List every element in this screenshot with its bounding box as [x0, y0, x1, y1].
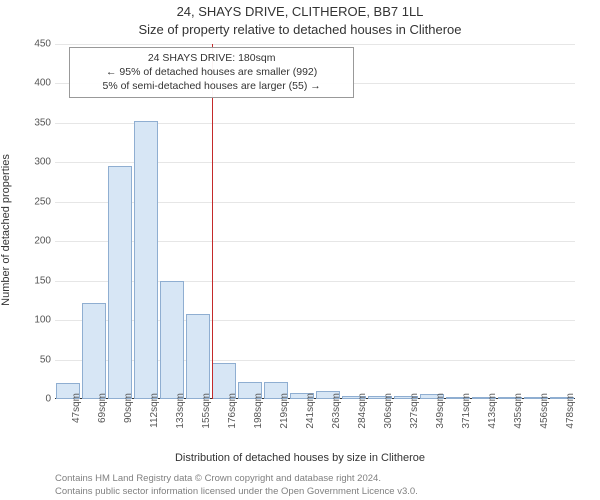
annotation-line-2: ← 95% of detached houses are smaller (99…	[77, 65, 346, 79]
annotation-line-1: 24 SHAYS DRIVE: 180sqm	[77, 51, 346, 65]
y-tick-label: 150	[25, 275, 51, 286]
y-tick-label: 300	[25, 157, 51, 168]
x-tick-label: 133sqm	[175, 393, 186, 429]
y-tick-label: 400	[25, 78, 51, 89]
plot-area: 24 SHAYS DRIVE: 180sqm ← 95% of detached…	[55, 44, 575, 399]
x-tick-label: 241sqm	[305, 393, 316, 429]
y-axis-label: Number of detached properties	[0, 78, 12, 230]
x-tick-label: 371sqm	[461, 393, 472, 429]
credits-text: Contains HM Land Registry data © Crown c…	[55, 473, 580, 498]
x-tick-label: 306sqm	[383, 393, 394, 429]
histogram-bar	[82, 303, 107, 399]
x-tick-label: 456sqm	[539, 393, 550, 429]
x-tick-label: 284sqm	[357, 393, 368, 429]
x-tick-label: 219sqm	[279, 393, 290, 429]
x-tick-label: 198sqm	[253, 393, 264, 429]
y-tick-label: 200	[25, 236, 51, 247]
chart-title-subtitle: Size of property relative to detached ho…	[0, 22, 600, 37]
x-axis-label: Distribution of detached houses by size …	[0, 452, 600, 464]
x-tick-label: 349sqm	[435, 393, 446, 429]
x-tick-label: 263sqm	[331, 393, 342, 429]
x-tick-label: 176sqm	[227, 393, 238, 429]
y-tick-label: 350	[25, 117, 51, 128]
x-tick-label: 413sqm	[487, 393, 498, 429]
y-tick-label: 250	[25, 196, 51, 207]
x-tick-label: 327sqm	[409, 393, 420, 429]
grid-line	[55, 44, 575, 45]
credits-line-1: Contains HM Land Registry data © Crown c…	[55, 473, 580, 485]
histogram-bar	[134, 121, 159, 399]
x-tick-label: 112sqm	[149, 393, 160, 428]
histogram-bar	[160, 281, 185, 399]
y-tick-label: 100	[25, 315, 51, 326]
x-tick-label: 90sqm	[123, 393, 134, 423]
x-tick-label: 69sqm	[97, 393, 108, 423]
x-tick-label: 47sqm	[71, 393, 82, 423]
histogram-bar	[186, 314, 211, 399]
x-tick-label: 155sqm	[201, 393, 212, 429]
y-tick-label: 50	[25, 354, 51, 365]
y-tick-label: 0	[25, 394, 51, 405]
annotation-box: 24 SHAYS DRIVE: 180sqm ← 95% of detached…	[69, 47, 354, 98]
annotation-line-3: 5% of semi-detached houses are larger (5…	[77, 79, 346, 93]
credits-line-2: Contains public sector information licen…	[55, 486, 580, 498]
chart-title-address: 24, SHAYS DRIVE, CLITHEROE, BB7 1LL	[0, 4, 600, 19]
x-tick-label: 435sqm	[513, 393, 524, 429]
y-tick-label: 450	[25, 39, 51, 50]
histogram-bar	[108, 166, 133, 399]
x-tick-label: 478sqm	[565, 393, 576, 429]
